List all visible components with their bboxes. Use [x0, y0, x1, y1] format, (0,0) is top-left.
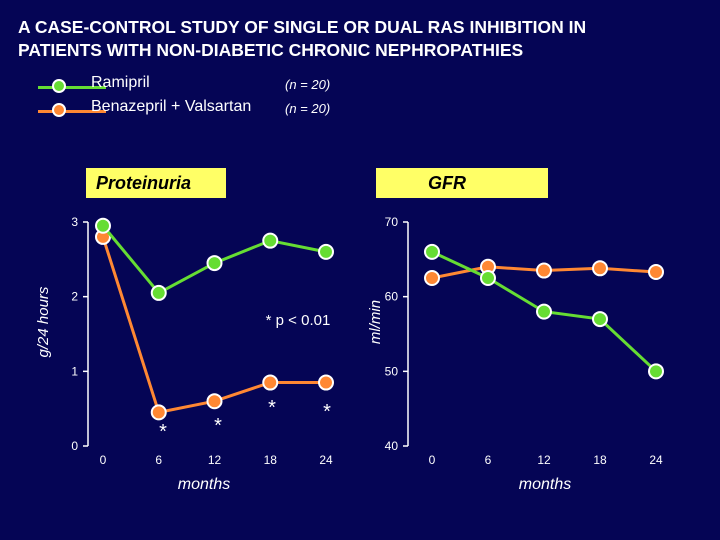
gfr-point-ramipril	[648, 363, 664, 380]
significance-note: * p < 0.01	[266, 312, 331, 329]
gfr-x-axis-label: months	[519, 476, 571, 493]
legend: Ramipril (n = 20) Benazepril + Valsartan…	[38, 74, 358, 128]
proteinuria-point-combo	[150, 404, 167, 421]
legend-marker-combo	[52, 103, 66, 117]
legend-label-combo: Benazepril + Valsartan	[91, 98, 252, 115]
legend-item-combo: Benazepril + Valsartan (n = 20)	[38, 98, 358, 128]
gfr-y-tick-label: 60	[385, 290, 399, 304]
gfr-y-axis-label: ml/min	[367, 300, 384, 344]
proteinuria-point-ramipril	[318, 243, 334, 260]
proteinuria-x-tick-label: 18	[264, 453, 278, 467]
proteinuria-x-tick-label: 0	[100, 453, 107, 467]
title-line-1: A CASE-CONTROL STUDY OF SINGLE OR DUAL R…	[18, 17, 587, 37]
significance-star: *	[323, 401, 331, 423]
proteinuria-x-axis-label: months	[178, 476, 230, 493]
legend-n-ramipril: (n = 20)	[285, 77, 331, 92]
title-line-2: PATIENTS WITH NON-DIABETIC CHRONIC NEPHR…	[18, 40, 524, 60]
proteinuria-point-combo	[262, 374, 279, 391]
gfr-point-combo	[424, 270, 440, 286]
proteinuria-y-tick-label: 3	[71, 215, 78, 229]
gfr-point-ramipril	[424, 243, 440, 260]
gfr-y-tick-label: 40	[385, 439, 399, 453]
legend-line-combo	[38, 110, 106, 113]
proteinuria-point-combo	[318, 374, 334, 391]
proteinuria-x-tick-label: 24	[319, 453, 333, 467]
proteinuria-x-tick-label: 12	[208, 453, 222, 467]
legend-item-ramipril: Ramipril (n = 20)	[38, 74, 358, 104]
gfr-x-tick-label: 24	[649, 453, 663, 467]
gfr-point-combo	[592, 260, 608, 277]
legend-marker-ramipril	[52, 79, 66, 93]
proteinuria-point-combo	[206, 393, 223, 410]
gfr-point-combo	[648, 264, 664, 281]
legend-line-ramipril	[38, 86, 106, 89]
proteinuria-y-axis-label: g/24 hours	[35, 286, 52, 357]
gfr-x-tick-label: 0	[429, 453, 436, 467]
proteinuria-point-ramipril	[150, 284, 167, 301]
proteinuria-point-ramipril	[262, 232, 279, 249]
panel-label-proteinuria: Proteinuria	[86, 168, 226, 198]
significance-star: *	[268, 397, 276, 419]
gfr-y-tick-label: 70	[385, 215, 399, 229]
proteinuria-point-ramipril	[95, 217, 111, 234]
gfr-x-tick-label: 18	[593, 453, 607, 467]
gfr-point-ramipril	[592, 311, 608, 328]
gfr-x-tick-label: 6	[485, 453, 492, 467]
proteinuria-point-ramipril	[206, 255, 223, 272]
proteinuria-y-tick-label: 1	[71, 364, 78, 378]
gfr-y-tick-label: 50	[385, 364, 399, 378]
significance-star: *	[159, 421, 167, 443]
gfr-x-tick-label: 12	[537, 453, 551, 467]
gfr-point-ramipril	[480, 270, 496, 286]
chart-title: A CASE-CONTROL STUDY OF SINGLE OR DUAL R…	[18, 16, 708, 62]
gfr-point-ramipril	[536, 303, 552, 320]
significance-star: *	[214, 415, 222, 437]
proteinuria-y-tick-label: 0	[71, 439, 78, 453]
legend-n-combo: (n = 20)	[285, 101, 331, 116]
gfr-point-combo	[536, 262, 552, 279]
proteinuria-y-tick-label: 2	[71, 290, 78, 304]
panel-label-gfr: GFR	[376, 168, 548, 198]
proteinuria-x-tick-label: 6	[155, 453, 162, 467]
legend-label-ramipril: Ramipril	[91, 74, 150, 91]
